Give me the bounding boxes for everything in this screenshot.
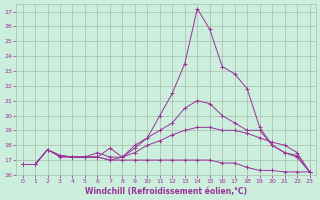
X-axis label: Windchill (Refroidissement éolien,°C): Windchill (Refroidissement éolien,°C) xyxy=(85,187,247,196)
